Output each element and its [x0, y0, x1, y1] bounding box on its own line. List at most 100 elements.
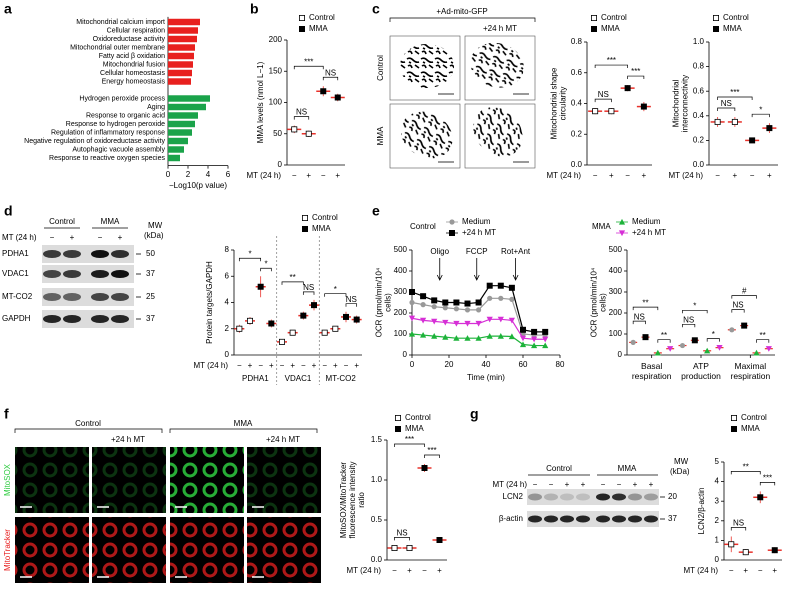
significance-bracket — [706, 338, 720, 342]
blot-band — [628, 515, 642, 523]
significance-bracket — [424, 454, 440, 458]
protein-label: PDHA1 — [2, 249, 29, 258]
data-point — [442, 319, 449, 326]
x-tick-label: − — [322, 361, 327, 370]
blot-strip — [527, 489, 659, 505]
data-point — [431, 318, 438, 325]
blot-group: MMA — [618, 464, 637, 473]
data-point — [741, 322, 748, 329]
x-tick-label: 0 — [410, 360, 415, 369]
data-point — [691, 337, 698, 344]
bar — [168, 146, 184, 153]
x-tick-label: 80 — [556, 360, 565, 369]
mw-label: 37 — [146, 269, 155, 278]
blot-sign: + — [565, 480, 570, 489]
mitochondria — [400, 111, 453, 159]
significance-label: ** — [760, 331, 766, 340]
legend-label: MMA — [405, 424, 424, 433]
fluorescence — [92, 447, 166, 513]
y-tick-label: 300 — [394, 287, 408, 296]
significance-bracket — [730, 471, 761, 475]
y-tick-label: 0.5 — [371, 515, 383, 524]
injection-label: Rot+Ant — [501, 247, 531, 256]
x-axis-label: MT (24 h) — [246, 171, 281, 180]
blot-band — [91, 270, 109, 278]
significance-label: ** — [661, 331, 667, 340]
y-tick-label: 0.0 — [571, 160, 583, 169]
y-axis-label: Mitochondrial shapecircularity — [550, 67, 568, 139]
x-axis-label: MT (24 h) — [193, 361, 228, 370]
legend-marker — [298, 25, 305, 32]
blot-group: Control — [546, 464, 572, 473]
data-point — [442, 334, 449, 340]
x-tick-label: − — [750, 171, 755, 180]
significance-bracket — [322, 76, 339, 81]
data-point — [310, 302, 317, 309]
data-point — [519, 335, 527, 342]
data-point — [731, 118, 738, 125]
fluorescence — [170, 447, 244, 513]
legend-marker — [591, 25, 598, 32]
data-point — [624, 85, 631, 92]
data-point — [486, 282, 493, 289]
image-row-label: MMA — [376, 126, 385, 145]
significance-label: NS — [634, 312, 645, 321]
data-point — [391, 545, 398, 552]
legend-marker — [449, 219, 455, 225]
data-point — [749, 137, 756, 144]
panel-letter: d — [4, 203, 13, 219]
blot-treatment: MT (24 h) — [2, 233, 37, 242]
bar — [168, 112, 198, 119]
x-tick-label: − — [715, 171, 720, 180]
data-point — [320, 88, 327, 95]
legend-label: Medium — [632, 217, 661, 226]
significance-bracket — [717, 107, 736, 112]
significance-bracket — [238, 257, 262, 262]
y-tick-label: 1.0 — [371, 475, 383, 484]
y-tick-label: 6 — [225, 271, 230, 280]
mw-label: 37 — [146, 314, 155, 323]
y-tick-label: 50 — [273, 129, 282, 138]
significance-label: NS — [396, 529, 407, 538]
data-point — [716, 345, 723, 351]
panel-letter: g — [470, 406, 479, 422]
mw-unit: (kDa) — [670, 467, 690, 476]
bar — [168, 129, 192, 136]
mw-title: MW — [148, 221, 163, 230]
image-column-sub: +24 h MT — [266, 435, 300, 444]
blot-band — [63, 270, 81, 278]
y-axis-label: Mitochondrialinterconnectivity — [672, 75, 690, 132]
data-point — [334, 94, 341, 101]
blot-band — [628, 493, 642, 501]
blot-band — [111, 270, 129, 278]
y-tick-label: 0.8 — [693, 62, 705, 71]
significance-bracket — [682, 309, 708, 314]
significance-label: *** — [405, 435, 414, 444]
significance-label: NS — [733, 519, 744, 528]
blot-band — [43, 293, 61, 301]
image-header: +Ad-mito-GFP — [436, 7, 487, 16]
y-tick-label: 0.4 — [693, 111, 705, 120]
significance-label: ** — [743, 463, 749, 472]
y-tick-label: 0 — [618, 350, 623, 359]
significance-label: * — [712, 330, 715, 339]
significance-label: NS — [303, 283, 314, 292]
bar — [168, 35, 197, 43]
x-tick-label: 40 — [482, 360, 491, 369]
legend-marker — [394, 414, 401, 421]
mw-title: MW — [674, 457, 689, 466]
protein-label: VDAC1 — [2, 269, 29, 278]
x-tick-label: − — [758, 566, 763, 575]
significance-label: * — [334, 285, 337, 294]
blot-band — [576, 493, 590, 501]
header-bracket — [389, 17, 536, 22]
y-axis-label: Protein targets/GAPDH — [205, 261, 214, 344]
data-point — [765, 346, 772, 352]
significance-bracket — [345, 303, 358, 307]
significance-label: * — [248, 249, 251, 258]
significance-label: NS — [296, 108, 307, 117]
y-tick-label: 500 — [609, 245, 623, 254]
blot-band — [576, 515, 590, 523]
blot-sign: − — [533, 480, 538, 489]
y-tick-label: 2 — [225, 324, 230, 333]
